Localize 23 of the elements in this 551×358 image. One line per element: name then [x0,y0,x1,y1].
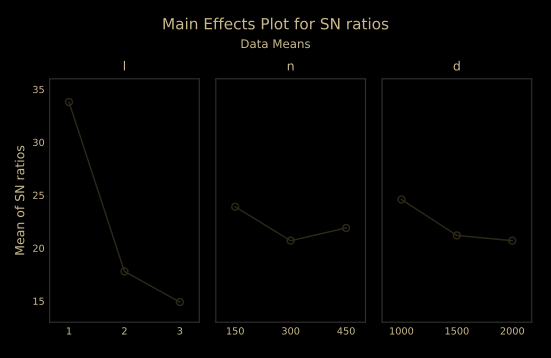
x-tick-label: 2 [122,327,127,334]
y-tick-label: 20 [33,244,44,252]
y-tick-label: 25 [33,192,44,200]
point [64,98,74,106]
y-tick-label: 30 [33,138,44,146]
x-tick-label: 3 [178,327,182,335]
x-tick-label: 1000 [390,327,414,335]
x-tick-label: 300 [282,327,300,335]
point [120,267,129,276]
chart-title: d [454,60,460,71]
x-tick-label: 450 [337,327,355,335]
x-tick-label: 1500 [446,327,469,335]
text: Data Means [242,39,310,48]
y-axis-title: Mean of SN ratios [14,146,24,255]
y-tick-label: 35 [33,86,44,94]
chart-title: l [124,60,125,70]
x-tick-label: 1 [66,327,72,334]
x-tick-label: 2000 [500,327,524,335]
x-tick-label: 150 [227,327,244,335]
text: Main Effects Plot for SN ratios [163,18,388,30]
point [176,298,184,306]
y-tick-label: 15 [33,298,44,305]
chart-title: n [288,63,294,70]
